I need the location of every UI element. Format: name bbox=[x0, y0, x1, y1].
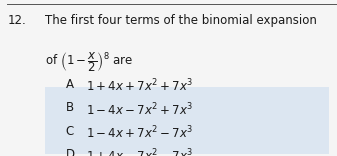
FancyBboxPatch shape bbox=[45, 87, 329, 154]
Text: $1 - 4x - 7x^2 + 7x^3$: $1 - 4x - 7x^2 + 7x^3$ bbox=[86, 101, 193, 118]
Text: of $\left(1 - \dfrac{x}{2}\right)^{8}$ are: of $\left(1 - \dfrac{x}{2}\right)^{8}$ a… bbox=[45, 50, 133, 74]
Text: $1 - 4x + 7x^2 - 7x^3$: $1 - 4x + 7x^2 - 7x^3$ bbox=[86, 125, 193, 141]
Text: $1 + 4x - 7x^2 - 7x^3$: $1 + 4x - 7x^2 - 7x^3$ bbox=[86, 148, 193, 156]
Text: C: C bbox=[66, 125, 74, 138]
Text: The first four terms of the binomial expansion: The first four terms of the binomial exp… bbox=[45, 14, 317, 27]
Text: D: D bbox=[66, 148, 75, 156]
Text: $1 + 4x + 7x^2 + 7x^3$: $1 + 4x + 7x^2 + 7x^3$ bbox=[86, 78, 193, 95]
Text: B: B bbox=[66, 101, 74, 114]
Text: A: A bbox=[66, 78, 74, 91]
Text: 12.: 12. bbox=[7, 14, 26, 27]
